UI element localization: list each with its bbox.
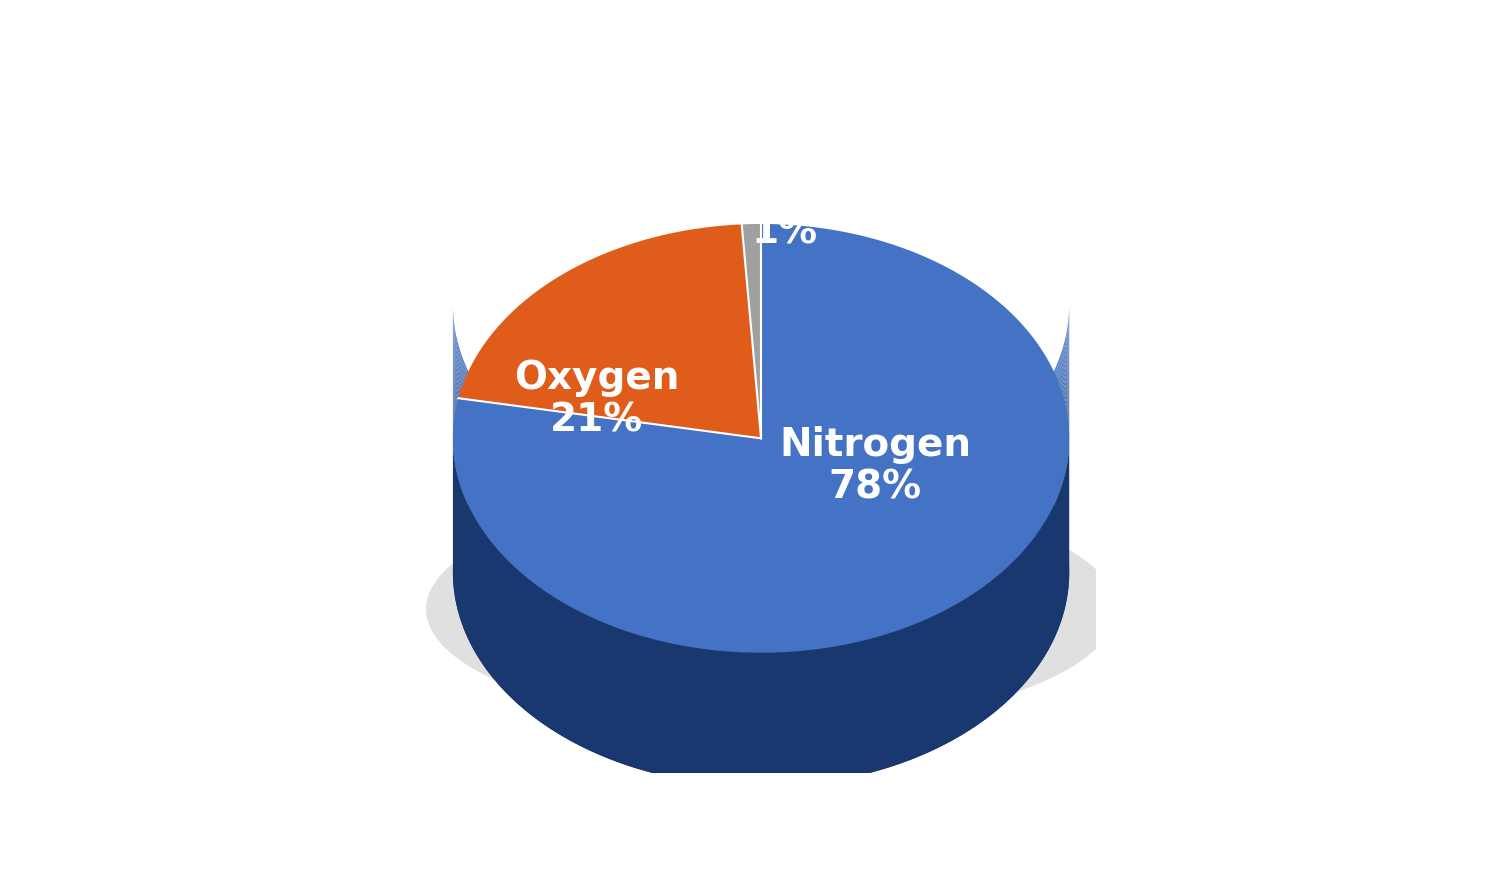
Polygon shape: [453, 416, 1069, 635]
Polygon shape: [453, 345, 1069, 564]
Polygon shape: [459, 225, 762, 439]
Polygon shape: [453, 381, 1069, 600]
Polygon shape: [453, 376, 1069, 595]
Polygon shape: [453, 426, 1069, 644]
Polygon shape: [453, 390, 1069, 608]
Polygon shape: [453, 363, 1069, 581]
Polygon shape: [741, 225, 762, 439]
Polygon shape: [453, 332, 1069, 550]
Polygon shape: [453, 430, 1069, 648]
Text: Oxygen
21%: Oxygen 21%: [514, 359, 680, 439]
Ellipse shape: [426, 492, 1117, 727]
Polygon shape: [453, 408, 1069, 627]
Polygon shape: [453, 318, 1069, 537]
Polygon shape: [453, 323, 1069, 541]
Polygon shape: [453, 372, 1069, 591]
Polygon shape: [453, 336, 1069, 554]
Polygon shape: [453, 225, 1069, 653]
Polygon shape: [453, 385, 1069, 604]
Polygon shape: [453, 412, 1069, 631]
Polygon shape: [453, 354, 1069, 573]
Polygon shape: [453, 399, 1069, 617]
Text: Nitrogen
78%: Nitrogen 78%: [780, 426, 971, 506]
Polygon shape: [453, 434, 1069, 653]
Polygon shape: [453, 403, 1069, 621]
Polygon shape: [453, 368, 1069, 586]
Text: Others
1%: Others 1%: [711, 171, 858, 251]
Ellipse shape: [453, 359, 1069, 786]
Polygon shape: [453, 440, 1069, 786]
Polygon shape: [453, 314, 1069, 533]
Polygon shape: [453, 395, 1069, 613]
Polygon shape: [453, 421, 1069, 640]
Polygon shape: [453, 309, 1069, 528]
Polygon shape: [453, 341, 1069, 560]
Polygon shape: [453, 328, 1069, 546]
Polygon shape: [453, 349, 1069, 568]
Polygon shape: [453, 305, 1069, 524]
Polygon shape: [453, 359, 1069, 577]
